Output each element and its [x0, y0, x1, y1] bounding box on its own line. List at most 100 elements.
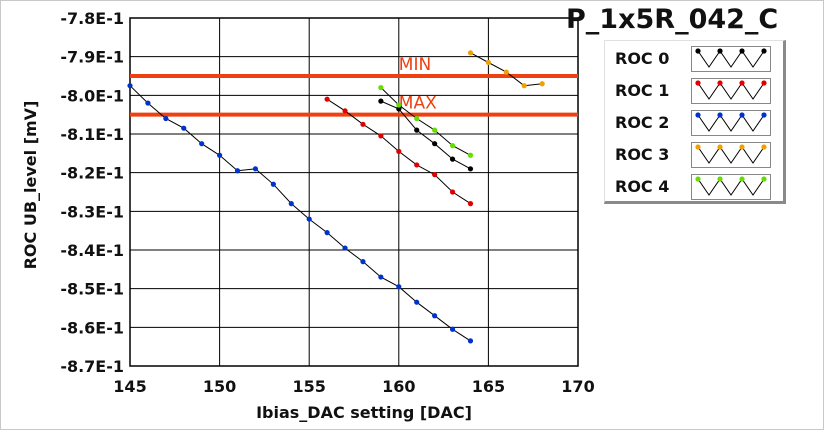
- data-point-roc-1: [467, 201, 474, 207]
- data-point-roc-4: [414, 115, 420, 122]
- legend-item-roc-4: ROC 4: [605, 173, 783, 201]
- legend-swatch-line: [697, 178, 765, 196]
- data-point-roc-4: [378, 85, 384, 91]
- data-point-roc-2: [396, 284, 402, 290]
- legend-swatch-marker: [761, 112, 767, 118]
- data-point-roc-0: [449, 156, 456, 162]
- legend-swatch-marker: [717, 48, 723, 54]
- plot-area: [129, 17, 579, 367]
- legend-swatch: [691, 174, 771, 200]
- data-point-roc-2: [199, 141, 205, 147]
- legend-swatch-line: [697, 50, 765, 68]
- data-point-roc-3: [521, 83, 527, 89]
- y-tick-labels: -7.8E-1 -7.9E-1 -8.0E-1 -8.1E-1 -8.2E-1 -8.3E…: [60, 9, 124, 376]
- legend-swatch-marker: [695, 112, 701, 118]
- data-point-roc-0: [414, 127, 420, 133]
- legend-swatch-marker: [739, 176, 745, 182]
- legend-swatch-marker: [739, 144, 745, 150]
- legend-item-roc-0: ROC 0: [605, 45, 783, 73]
- legend-swatch-marker: [695, 48, 701, 54]
- series-line-roc-4: [380, 87, 471, 156]
- data-point-roc-4: [432, 127, 438, 133]
- x-tick-label: 170: [561, 377, 594, 396]
- legend-swatch-marker: [695, 144, 701, 150]
- data-point-roc-2: [127, 83, 133, 89]
- data-point-roc-2: [234, 168, 241, 174]
- legend-swatch-marker: [739, 112, 745, 118]
- data-point-roc-1: [324, 96, 330, 102]
- data-point-roc-0: [396, 106, 402, 112]
- data-point-roc-1: [432, 172, 438, 178]
- x-tick-label: 155: [292, 377, 325, 396]
- x-tick-label: 150: [203, 377, 236, 396]
- x-tick-labels: 145 150 155 160 165 170: [113, 377, 594, 396]
- data-point-roc-2: [432, 313, 438, 319]
- limit-label-max: MAX: [399, 94, 437, 114]
- legend-label: ROC 3: [615, 145, 670, 164]
- data-point-roc-2: [163, 115, 169, 122]
- data-point-roc-0: [378, 98, 384, 104]
- series-line-roc-0: [380, 100, 471, 170]
- data-point-roc-4: [467, 152, 474, 158]
- data-point-roc-0: [467, 166, 474, 172]
- y-tick-label: -8.1E-1: [60, 125, 124, 144]
- x-tick-label: 165: [472, 377, 505, 396]
- y-tick-label: -8.7E-1: [60, 357, 124, 376]
- x-tick-label: 160: [382, 377, 415, 396]
- chart-title: P_1x5R_042_C: [566, 4, 779, 35]
- grid-lines: [129, 17, 579, 367]
- legend-item-roc-1: ROC 1: [605, 77, 783, 105]
- legend-label: ROC 0: [615, 49, 670, 68]
- legend-swatch-marker: [761, 80, 767, 86]
- legend: ROC 0 ROC 1 ROC 2 ROC 3 ROC 4: [604, 40, 786, 204]
- legend-swatch: [691, 142, 771, 168]
- data-point-roc-1: [396, 148, 402, 154]
- legend-label: ROC 1: [615, 81, 670, 100]
- legend-swatch-line: [697, 146, 765, 164]
- y-tick-label: -8.6E-1: [60, 318, 124, 337]
- data-point-roc-2: [360, 259, 366, 265]
- data-point-roc-1: [360, 121, 366, 127]
- legend-item-roc-3: ROC 3: [605, 141, 783, 169]
- legend-swatch-line: [697, 114, 765, 132]
- data-point-roc-3: [467, 50, 474, 56]
- data-point-roc-2: [145, 100, 151, 106]
- data-point-roc-4: [396, 102, 402, 108]
- x-tick-label: 145: [113, 377, 146, 396]
- y-tick-label: -7.8E-1: [60, 9, 124, 28]
- legend-swatch-marker: [761, 144, 767, 150]
- y-tick-label: -8.5E-1: [60, 280, 124, 299]
- data-point-roc-1: [449, 189, 456, 195]
- data-point-roc-2: [324, 230, 330, 236]
- y-tick-label: -8.2E-1: [60, 164, 124, 183]
- legend-item-roc-2: ROC 2: [605, 109, 783, 137]
- series-line-roc-2: [129, 85, 471, 342]
- legend-swatch-marker: [739, 48, 745, 54]
- legend-swatch-marker: [761, 176, 767, 182]
- data-point-roc-4: [449, 143, 456, 149]
- y-axis-label: ROC UB_level [mV]: [21, 101, 40, 270]
- legend-swatch-marker: [717, 144, 723, 150]
- data-point-roc-2: [467, 338, 474, 344]
- legend-swatch: [691, 46, 771, 72]
- x-axis-label: Ibias_DAC setting [DAC]: [256, 403, 472, 422]
- y-tick-label: -8.0E-1: [60, 86, 124, 105]
- data-point-roc-2: [217, 152, 223, 158]
- limit-label-min: MIN: [399, 55, 431, 75]
- legend-swatch-marker: [761, 48, 767, 54]
- data-point-roc-2: [414, 299, 420, 305]
- legend-swatch-marker: [739, 80, 745, 86]
- legend-swatch-marker: [717, 176, 723, 182]
- data-point-roc-1: [342, 108, 348, 114]
- data-point-roc-2: [181, 125, 187, 131]
- data-point-roc-1: [378, 133, 384, 139]
- y-tick-label: -8.3E-1: [60, 202, 124, 221]
- y-tick-label: -8.4E-1: [60, 241, 124, 260]
- data-point-roc-2: [252, 166, 259, 172]
- limit-lines: MIN MAX: [130, 55, 578, 117]
- legend-swatch-marker: [695, 80, 701, 86]
- data-point-roc-2: [306, 216, 312, 222]
- data-point-roc-2: [270, 181, 276, 187]
- legend-swatch-marker: [695, 176, 701, 182]
